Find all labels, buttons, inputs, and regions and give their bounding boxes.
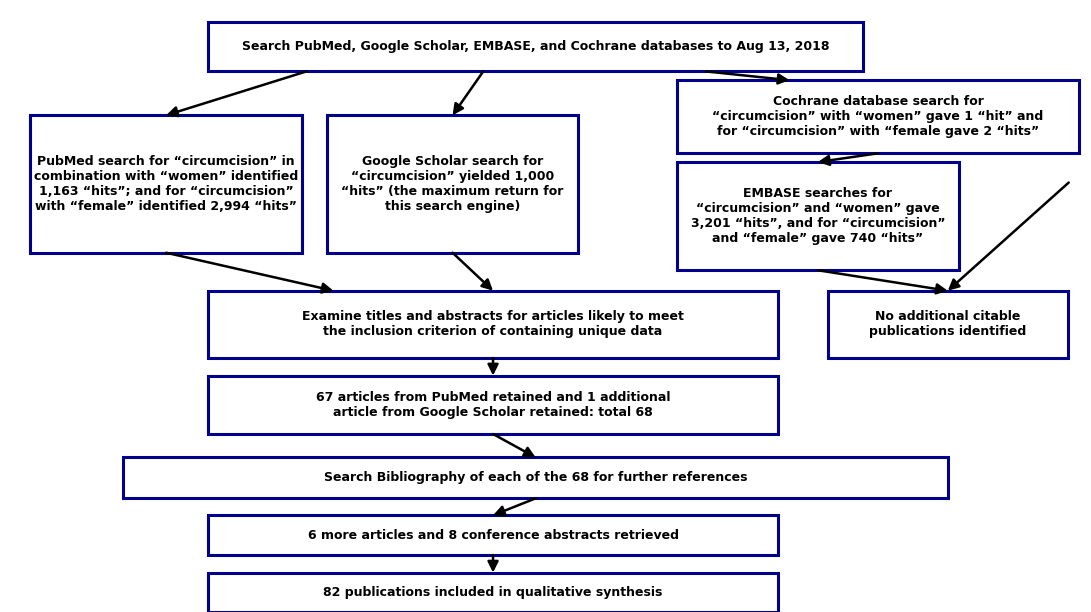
Text: Google Scholar search for
“circumcision” yielded 1,000
“hits” (the maximum retur: Google Scholar search for “circumcision”… <box>341 155 564 213</box>
Text: PubMed search for “circumcision” in
combination with “women” identified
1,163 “h: PubMed search for “circumcision” in comb… <box>34 155 298 213</box>
Text: Examine titles and abstracts for articles likely to meet
the inclusion criterion: Examine titles and abstracts for article… <box>302 310 684 338</box>
FancyBboxPatch shape <box>676 80 1079 153</box>
FancyBboxPatch shape <box>208 573 778 612</box>
FancyBboxPatch shape <box>676 162 959 271</box>
Text: Search Bibliography of each of the 68 for further references: Search Bibliography of each of the 68 fo… <box>324 471 747 484</box>
FancyBboxPatch shape <box>31 115 302 253</box>
Text: No additional citable
publications identified: No additional citable publications ident… <box>870 310 1027 338</box>
FancyBboxPatch shape <box>327 115 578 253</box>
Text: EMBASE searches for
“circumcision” and “women” gave
3,201 “hits”, and for “circu: EMBASE searches for “circumcision” and “… <box>691 187 945 245</box>
FancyBboxPatch shape <box>208 21 863 72</box>
FancyBboxPatch shape <box>828 291 1068 358</box>
FancyBboxPatch shape <box>208 376 778 434</box>
Text: 67 articles from PubMed retained and 1 additional
article from Google Scholar re: 67 articles from PubMed retained and 1 a… <box>315 391 670 419</box>
FancyBboxPatch shape <box>208 291 778 358</box>
Text: 82 publications included in qualitative synthesis: 82 publications included in qualitative … <box>323 586 662 599</box>
FancyBboxPatch shape <box>123 457 948 498</box>
Text: Cochrane database search for
“circumcision” with “women” gave 1 “hit” and
for “c: Cochrane database search for “circumcisi… <box>712 95 1044 138</box>
FancyBboxPatch shape <box>208 515 778 555</box>
Text: Search PubMed, Google Scholar, EMBASE, and Cochrane databases to Aug 13, 2018: Search PubMed, Google Scholar, EMBASE, a… <box>242 40 829 53</box>
Text: 6 more articles and 8 conference abstracts retrieved: 6 more articles and 8 conference abstrac… <box>308 529 679 542</box>
